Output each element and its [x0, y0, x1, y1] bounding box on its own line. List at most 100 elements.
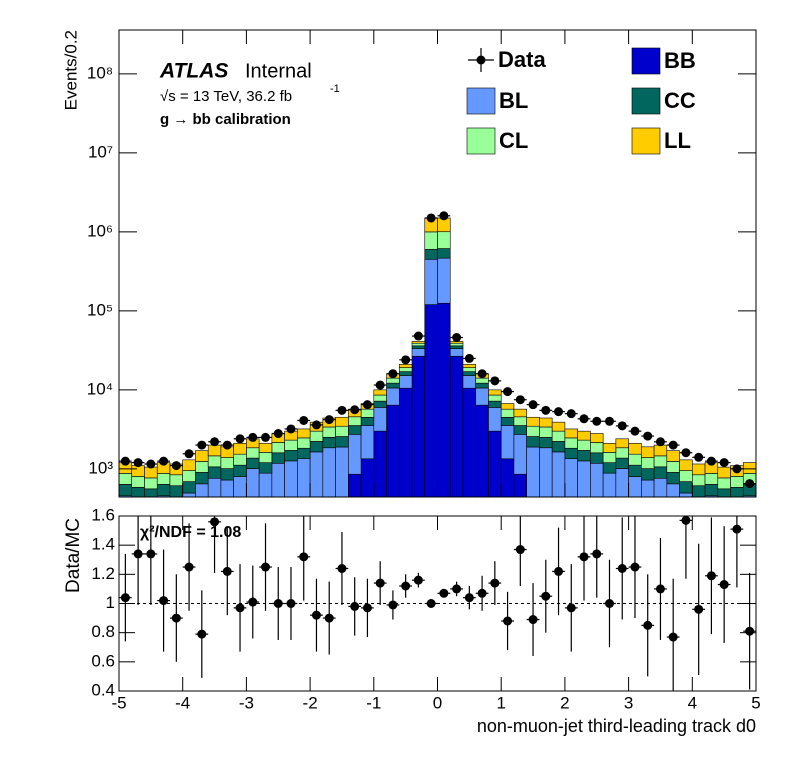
stack-segment: [641, 446, 655, 458]
data-point: [299, 415, 309, 425]
legend-swatch: [466, 127, 496, 155]
stack-segment: [284, 450, 298, 462]
stack-segment: [641, 479, 655, 497]
data-point: [706, 456, 716, 466]
stack-segment: [373, 407, 387, 432]
data-point: [477, 369, 487, 379]
data-point: [324, 613, 334, 623]
stack-segment: [666, 472, 680, 485]
stack-segment: [449, 345, 464, 349]
stack-segment: [360, 408, 375, 418]
stack-segment: [309, 451, 324, 497]
data-point: [541, 405, 551, 415]
data-point: [528, 400, 538, 410]
stack-segment: [551, 451, 566, 497]
stack-segment: [335, 425, 349, 437]
stack-segment: [411, 345, 426, 349]
stack-segment: [564, 428, 578, 439]
stack-segment: [271, 442, 285, 454]
data-point: [426, 599, 436, 608]
stack-segment: [398, 364, 413, 368]
data-point: [604, 416, 614, 426]
stack-segment: [513, 425, 527, 435]
stack-segment: [590, 462, 604, 497]
stack-segment: [246, 447, 260, 459]
data-point: [311, 420, 321, 430]
legend-label: LL: [664, 128, 691, 153]
stack-segment: [169, 474, 184, 487]
y-tick-label: 10⁸: [87, 63, 113, 82]
stack-segment: [615, 457, 629, 469]
data-point: [362, 400, 372, 410]
stack-segment: [271, 452, 285, 464]
stack-segment: [691, 485, 706, 497]
stack-segment: [462, 367, 477, 372]
stack-segment: [169, 485, 184, 497]
data-point: [248, 597, 258, 607]
stack-segment: [437, 231, 451, 249]
stack-segment: [258, 443, 273, 453]
data-point: [655, 437, 665, 447]
y-tick-label: 1.4: [91, 535, 115, 554]
data-point: [337, 405, 347, 415]
stack-segment: [398, 375, 413, 389]
stack-segment: [666, 461, 680, 473]
legend-swatch: [631, 47, 661, 75]
stack-segment: [437, 257, 451, 304]
stack-segment: [297, 428, 311, 439]
stack-segment: [246, 468, 260, 497]
stack-segment: [730, 487, 744, 497]
data-point: [146, 459, 156, 469]
stack-segment: [144, 466, 158, 479]
stack-segment: [590, 442, 604, 454]
stack-segment: [539, 447, 553, 497]
stack-segment: [411, 342, 426, 347]
y-tick-label: 1.6: [91, 505, 115, 524]
stack-segment: [144, 488, 158, 497]
stack-segment: [539, 417, 553, 428]
stack-segment: [615, 468, 629, 497]
y-tick-label: 10⁴: [87, 379, 113, 398]
data-point: [554, 566, 564, 576]
data-point: [617, 564, 627, 573]
stack-segment: [348, 425, 362, 435]
stack-segment: [297, 437, 311, 449]
stack-segment: [437, 248, 451, 259]
stack-segment: [360, 417, 375, 426]
stack-segment: [475, 404, 489, 497]
data-point: [592, 549, 602, 559]
stack-segment: [513, 473, 527, 497]
y-tick-label: 0.8: [91, 622, 115, 641]
stack-segment: [335, 436, 349, 448]
stack-segment: [539, 437, 553, 449]
stack-segment: [577, 450, 591, 462]
stack-segment: [322, 437, 336, 449]
stack-segment: [513, 434, 527, 475]
stack-segment: [220, 457, 234, 469]
x-tick-label: -1: [366, 693, 381, 712]
chi2-label: χ²/NDF = 1.08: [140, 524, 241, 541]
stack-segment: [666, 483, 680, 497]
stack-segment: [462, 375, 477, 389]
stack-segment: [641, 468, 655, 481]
data-point: [490, 376, 500, 386]
stack-segment: [500, 408, 515, 418]
stack-segment: [691, 474, 706, 487]
data-point: [706, 571, 716, 581]
stack-segment: [182, 459, 196, 471]
stack-segment: [156, 473, 171, 485]
data-point: [630, 562, 640, 572]
data-point: [210, 517, 220, 527]
stack-segment: [449, 355, 464, 497]
stack-segment: [462, 371, 477, 376]
stack-segment: [628, 476, 642, 497]
stack-segment: [691, 463, 706, 476]
stack-segment: [628, 443, 642, 455]
stack-segment: [526, 436, 540, 448]
data-point: [362, 603, 372, 613]
data-point: [311, 610, 321, 620]
stack-segment: [488, 389, 502, 396]
stack-segment: [233, 453, 247, 466]
stack-segment: [717, 477, 731, 490]
stack-segment: [679, 470, 693, 482]
